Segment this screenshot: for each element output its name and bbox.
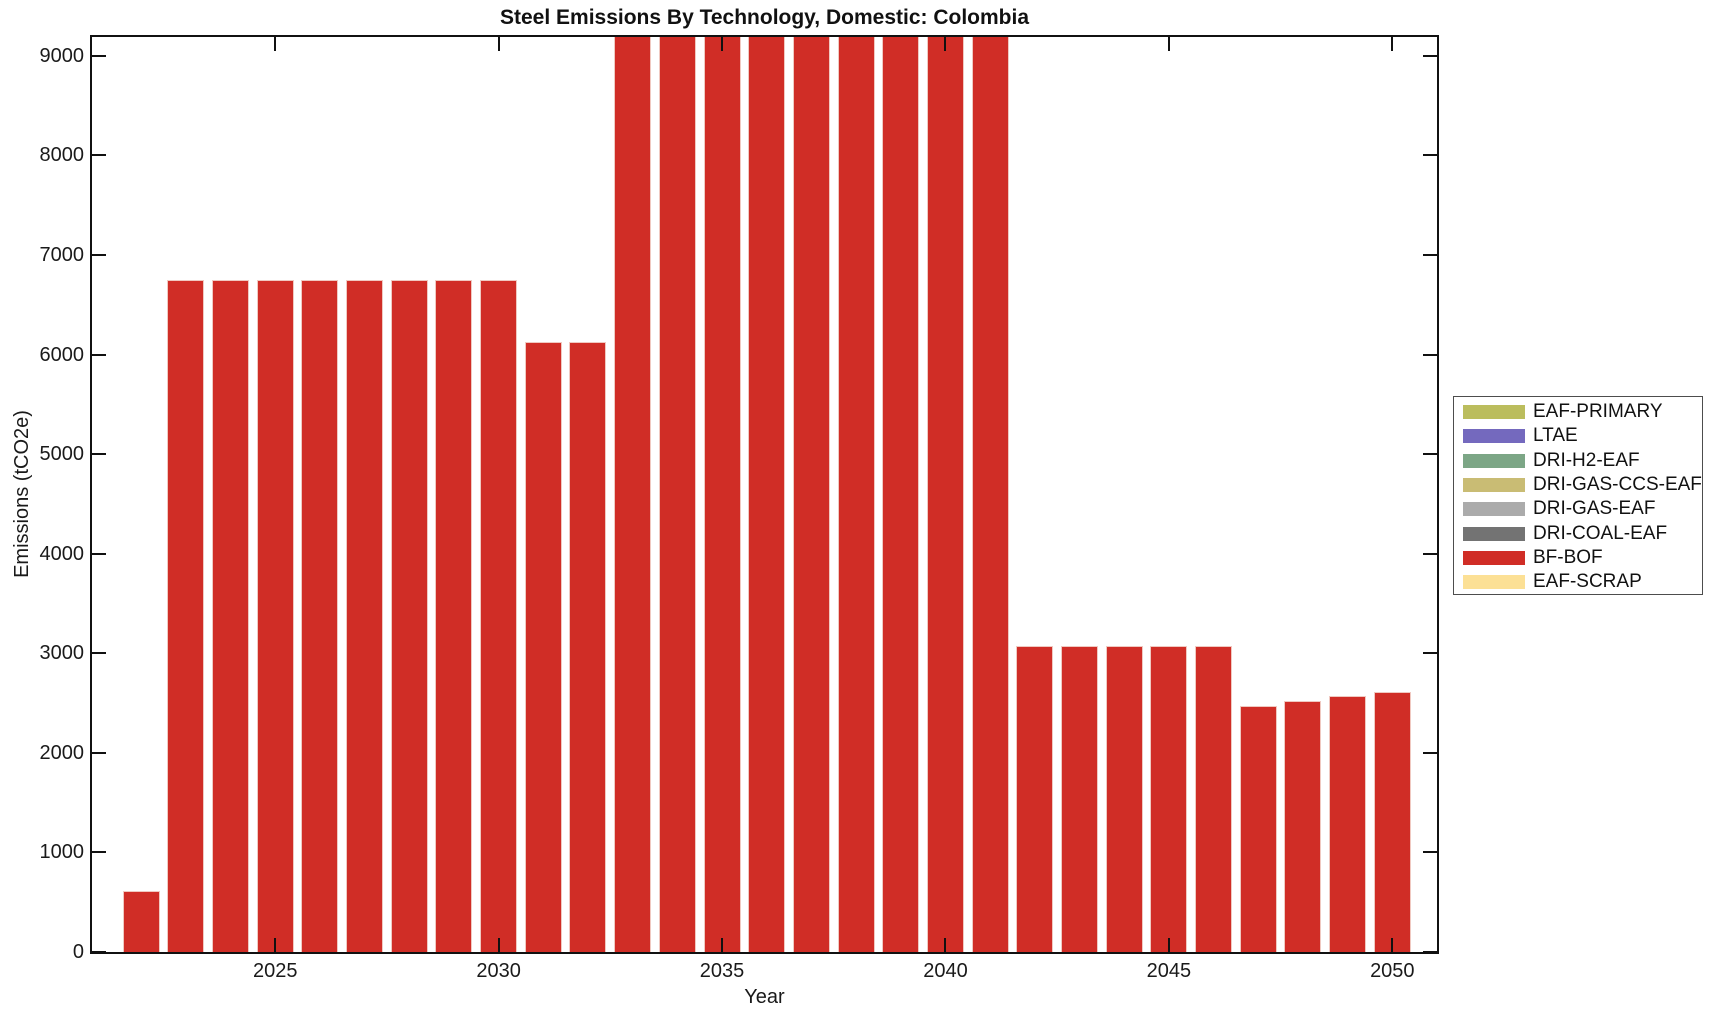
bar-bf-bof-2042 [1016,646,1054,952]
bar-bf-bof-2036 [748,37,786,952]
legend: EAF-PRIMARY LTAE DRI-H2-EAF DRI-GAS-CCS-EAF… [1453,396,1703,595]
legend-swatch-icon [1463,526,1525,541]
bar-bf-bof-2048 [1284,701,1322,952]
bar-bf-bof-2022 [122,891,160,952]
bar-bf-bof-2027 [346,279,384,952]
legend-swatch-icon [1463,478,1525,493]
y-tick-label-9000: 9000 [39,44,85,67]
bar-bf-bof-2046 [1195,646,1233,952]
bar-bf-bof-2034 [658,37,696,952]
legend-label: LTAE [1533,425,1578,447]
y-tick-label-2000: 2000 [39,741,85,764]
bar-bf-bof-2031 [524,341,562,952]
y-tick-label-0: 0 [72,941,84,963]
legend-row-eaf-scrap: EAF-SCRAP [1454,570,1702,594]
bar-bf-bof-2041 [971,37,1009,952]
legend-swatch-icon [1463,453,1525,468]
legend-label: DRI-COAL-EAF [1533,522,1668,544]
bar-bf-bof-2039 [882,37,920,952]
plot-area [92,37,1437,952]
bar-bf-bof-2024 [212,279,250,952]
legend-swatch-icon [1463,502,1525,517]
bar-bf-bof-2047 [1239,706,1277,952]
legend-swatch-icon [1463,405,1525,420]
x-tick-label-2040: 2040 [923,960,968,982]
y-tick-label-6000: 6000 [39,343,85,366]
legend-label: EAF-SCRAP [1533,571,1642,593]
legend-row-dri-gas-ccs-eaf: DRI-GAS-CCS-EAF [1454,473,1702,497]
legend-label: BF-BOF [1533,546,1603,568]
bar-bf-bof-2035 [703,37,741,952]
x-tick-label-2050: 2050 [1370,960,1415,982]
y-axis-label: Emissions (tCO2e) [11,410,33,578]
y-tick-label-7000: 7000 [39,244,85,267]
y-tick-label-1000: 1000 [39,841,85,864]
legend-swatch-icon [1463,575,1525,590]
bar-bf-bof-2050 [1373,692,1411,952]
x-tick-label-2030: 2030 [476,960,521,982]
y-tick-label-5000: 5000 [39,443,85,466]
legend-row-dri-h2-eaf: DRI-H2-EAF [1454,449,1702,473]
legend-label: EAF-PRIMARY [1533,401,1663,423]
bar-bf-bof-2032 [569,341,607,952]
bar-bf-bof-2049 [1329,696,1367,952]
bar-bf-bof-2030 [480,279,518,952]
legend-row-ltae: LTAE [1454,424,1702,448]
legend-label: DRI-GAS-EAF [1533,498,1656,520]
x-axis-label: Year [744,986,785,1008]
legend-swatch-icon [1463,550,1525,565]
bar-bf-bof-2025 [256,279,294,952]
bar-bf-bof-2040 [926,37,964,952]
bar-bf-bof-2033 [614,37,652,952]
legend-row-dri-coal-eaf: DRI-COAL-EAF [1454,521,1702,545]
legend-row-bf-bof: BF-BOF [1454,546,1702,570]
x-tick-label-2035: 2035 [699,960,745,982]
bar-bf-bof-2045 [1150,646,1188,952]
bar-bf-bof-2037 [792,37,830,952]
bar-bf-bof-2023 [167,279,205,952]
plot-box [90,35,1439,954]
legend-row-eaf-primary: EAF-PRIMARY [1454,400,1702,424]
y-tick-label-3000: 3000 [39,642,85,665]
bar-bf-bof-2026 [301,279,339,952]
bar-bf-bof-2029 [435,279,473,952]
legend-label: DRI-H2-EAF [1533,449,1640,471]
bar-bf-bof-2044 [1105,646,1143,952]
bar-bf-bof-2028 [390,279,428,952]
bar-bf-bof-2038 [837,37,875,952]
y-tick-label-8000: 8000 [39,144,85,167]
legend-row-dri-gas-eaf: DRI-GAS-EAF [1454,497,1702,521]
y-tick-label-4000: 4000 [39,542,85,565]
x-tick-label-2045: 2045 [1146,960,1192,982]
legend-label: DRI-GAS-CCS-EAF [1533,474,1702,496]
x-tick-label-2025: 2025 [252,960,298,982]
bar-bf-bof-2043 [1061,646,1099,952]
chart-title: Steel Emissions By Technology, Domestic:… [500,6,1029,29]
legend-swatch-icon [1463,429,1525,444]
